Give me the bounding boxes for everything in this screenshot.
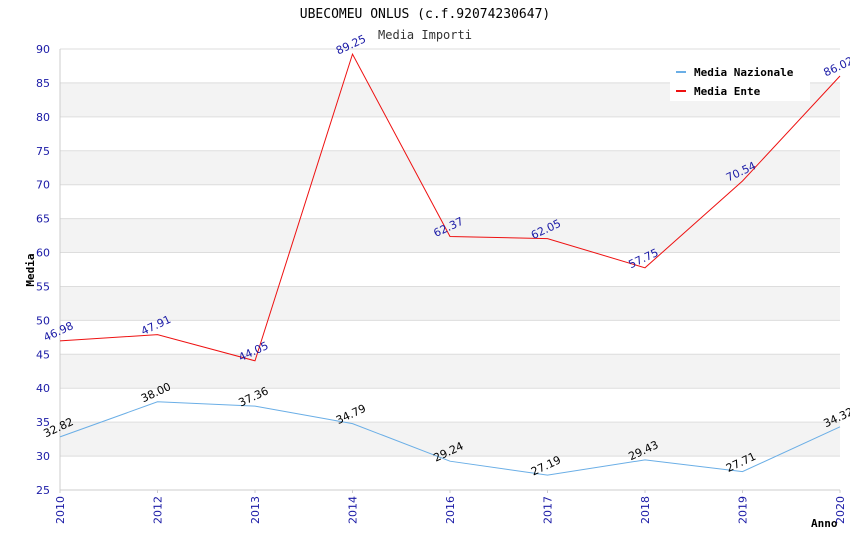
x-tick-label: 2012 [152, 496, 165, 524]
x-axis-label: Anno [811, 517, 838, 530]
y-tick-label: 90 [36, 43, 50, 56]
y-tick-label: 65 [36, 213, 50, 226]
data-label: 86.02 [821, 54, 850, 79]
grid-band [60, 286, 840, 321]
x-tick-label: 2010 [54, 496, 67, 524]
y-tick-label: 25 [36, 484, 50, 497]
x-tick-label: 2016 [444, 496, 457, 524]
y-tick-label: 35 [36, 416, 50, 429]
series-lines [59, 52, 841, 476]
chart-title: UBECOMEU ONLUS (c.f.92074230647) [300, 7, 550, 22]
legend-label: Media Nazionale [694, 66, 794, 79]
y-tick-label: 70 [36, 179, 50, 192]
legend-label: Media Ente [694, 85, 761, 98]
y-tick-labels: 25 30 35 40 45 50 55 60 65 70 75 80 85 90 [36, 43, 50, 497]
y-tick-label: 85 [36, 77, 50, 90]
data-label: 89.25 [334, 32, 368, 57]
y-tick-label: 80 [36, 111, 50, 124]
y-tick-label: 60 [36, 247, 50, 260]
x-tick-label: 2013 [249, 496, 262, 524]
x-tick-label: 2020 [834, 496, 847, 524]
series-line-media-nazionale [59, 401, 841, 476]
x-tick-label: 2019 [737, 496, 750, 524]
x-tick-label: 2018 [639, 496, 652, 524]
y-tick-label: 75 [36, 145, 50, 158]
x-tick-labels: 2010 2012 2013 2014 2016 2017 2018 2019 2020 [54, 490, 847, 524]
y-tick-label: 45 [36, 348, 50, 361]
y-tick-label: 55 [36, 280, 50, 293]
y-tick-label: 40 [36, 382, 50, 395]
grid-bands [60, 82, 840, 457]
chart-subtitle: Media Importi [378, 28, 472, 42]
x-tick-label: 2017 [542, 496, 555, 524]
grid-band [60, 150, 840, 185]
series-line-media-ente [59, 52, 841, 362]
grid-band [60, 422, 840, 457]
y-axis-label: Media [24, 253, 37, 286]
y-tick-label: 50 [36, 314, 50, 327]
x-tick-label: 2014 [347, 496, 360, 524]
y-tick-label: 30 [36, 450, 50, 463]
legend-box [670, 61, 810, 101]
legend: Media Nazionale Media Ente [670, 61, 810, 101]
grid-band [60, 354, 840, 389]
